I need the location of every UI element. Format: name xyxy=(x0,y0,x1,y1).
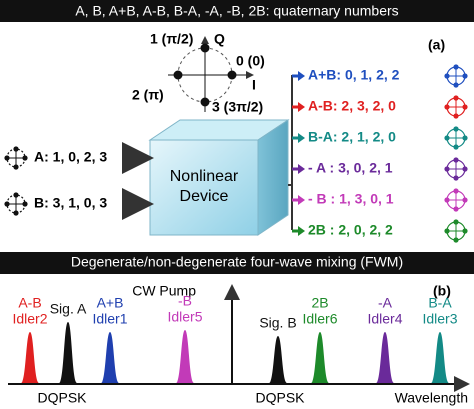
arrow-head xyxy=(298,71,305,81)
output-label: B-A: 2, 1, 2, 0 xyxy=(308,129,396,145)
output-label: A-B: 2, 3, 2, 0 xyxy=(308,98,396,114)
spectrum-peak xyxy=(431,332,449,383)
peak-label: Sig. A xyxy=(50,301,87,317)
header-bar xyxy=(0,0,474,22)
output-label: 2B : 2, 0, 2, 2 xyxy=(308,222,393,238)
constellation-icon xyxy=(444,64,468,88)
spectrum-peak xyxy=(59,322,77,383)
peak-label: Idler3 xyxy=(422,311,457,327)
icon-dot xyxy=(462,73,468,79)
icon-dot xyxy=(453,95,459,101)
header-title: A, B, A+B, A-B, B-A, -A, -B, 2B: quatern… xyxy=(75,3,398,19)
icon-dot xyxy=(453,188,459,194)
icon-dot xyxy=(444,228,450,234)
spectrum-axes xyxy=(8,284,470,392)
input-label: A: 1, 0, 2, 3 xyxy=(34,149,107,165)
icon-dot xyxy=(462,166,468,172)
constellation-icon xyxy=(444,219,468,243)
icon-dot xyxy=(453,126,459,132)
output-label: - A : 3, 0, 2, 1 xyxy=(308,160,393,176)
icon-dot xyxy=(4,155,10,161)
icon-dot xyxy=(13,210,19,216)
arrow-head xyxy=(298,102,305,112)
arrows xyxy=(122,75,293,230)
nonlinear-device xyxy=(148,119,290,236)
icon-dot xyxy=(462,104,468,110)
format-label: DQPSK xyxy=(37,390,87,406)
q-axis: Q xyxy=(214,31,225,47)
icon-dot xyxy=(453,237,459,243)
axis-label: Wavelength xyxy=(395,390,468,406)
i-axis: I xyxy=(252,77,256,93)
icon-dot xyxy=(453,206,459,212)
constellation-icon xyxy=(444,126,468,150)
icon-dot xyxy=(22,201,28,207)
device-label: Nonlinear xyxy=(170,168,239,185)
peak-label: Idler1 xyxy=(92,311,127,327)
icon-dot xyxy=(13,164,19,170)
peak-label: A+B xyxy=(97,295,124,311)
constellation-icon xyxy=(444,188,468,212)
spectrum-peak xyxy=(101,332,119,383)
icon-dot xyxy=(444,135,450,141)
peak-label: -A xyxy=(378,295,393,311)
icon-dot xyxy=(13,192,19,198)
panel-label: (b) xyxy=(433,283,451,299)
section-bar xyxy=(0,252,474,274)
peak-label: A-B xyxy=(18,295,41,311)
peak-label: Idler5 xyxy=(167,309,202,325)
icon-dot xyxy=(453,113,459,119)
icon-dot xyxy=(444,197,450,203)
icon-dot xyxy=(13,146,19,152)
constellation xyxy=(168,36,254,112)
icon-dot xyxy=(444,104,450,110)
panel-label: (a) xyxy=(428,37,445,53)
icon-dot xyxy=(4,201,10,207)
peak-label: 2B xyxy=(311,295,328,311)
const-label: 2 (π) xyxy=(132,87,164,103)
format-label: DQPSK xyxy=(255,390,305,406)
spectrum-peak xyxy=(21,332,39,383)
const-label: 0 (0) xyxy=(236,53,265,69)
output-label: - B : 1, 3, 0, 1 xyxy=(308,191,394,207)
icon-dot xyxy=(462,228,468,234)
spectrum-peak xyxy=(311,332,329,383)
constellation-icon xyxy=(4,192,28,216)
output-label: A+B: 0, 1, 2, 2 xyxy=(308,67,400,83)
spectrum-peak xyxy=(176,330,194,383)
icon-dot xyxy=(444,73,450,79)
spectrum-peak xyxy=(269,336,287,383)
peak-label: Idler2 xyxy=(12,311,47,327)
spectrum-peak xyxy=(376,332,394,383)
constellation-icon xyxy=(4,146,28,170)
input-label: B: 3, 1, 0, 3 xyxy=(34,195,107,211)
device-label: Device xyxy=(180,188,229,205)
arrow-head xyxy=(298,164,305,174)
icon-dot xyxy=(453,175,459,181)
peak-label: Idler4 xyxy=(367,311,402,327)
icon-dot xyxy=(453,64,459,70)
icon-dot xyxy=(462,135,468,141)
arrow-head xyxy=(298,133,305,143)
constellation-icon xyxy=(444,95,468,119)
const-label: 1 (π/2) xyxy=(150,31,193,47)
section-title: Degenerate/non-degenerate four-wave mixi… xyxy=(71,254,403,270)
icon-dot xyxy=(453,82,459,88)
icon-dot xyxy=(462,197,468,203)
icon-dot xyxy=(453,157,459,163)
icon-dot xyxy=(444,166,450,172)
peak-label: Sig. B xyxy=(259,315,296,331)
arrow-head xyxy=(298,226,305,236)
icon-dot xyxy=(453,144,459,150)
peak-label: -B xyxy=(178,293,192,309)
icon-dot xyxy=(22,155,28,161)
peak-label: B-A xyxy=(428,295,452,311)
peak-label: Idler6 xyxy=(302,311,337,327)
constellation-icon xyxy=(444,157,468,181)
icon-dot xyxy=(453,219,459,225)
pump-label: CW Pump xyxy=(132,283,196,299)
arrow-head xyxy=(298,195,305,205)
const-label: 3 (3π/2) xyxy=(212,99,263,115)
